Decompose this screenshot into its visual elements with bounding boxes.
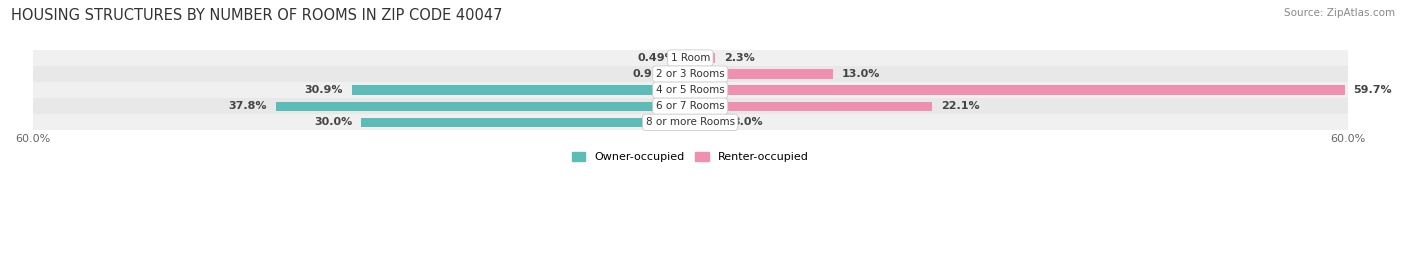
Text: HOUSING STRUCTURES BY NUMBER OF ROOMS IN ZIP CODE 40047: HOUSING STRUCTURES BY NUMBER OF ROOMS IN…	[11, 8, 503, 23]
Bar	[361, 118, 690, 127]
Text: 37.8%: 37.8%	[229, 101, 267, 111]
Bar	[690, 69, 832, 79]
Text: 0.49%: 0.49%	[637, 53, 676, 63]
Bar	[690, 118, 723, 127]
Bar	[32, 50, 1348, 66]
Bar	[32, 98, 1348, 114]
Text: 3.0%: 3.0%	[733, 117, 762, 127]
Text: 1 Room: 1 Room	[671, 53, 710, 63]
Text: 8 or more Rooms: 8 or more Rooms	[645, 117, 735, 127]
Text: 59.7%: 59.7%	[1354, 85, 1392, 95]
Bar	[690, 102, 932, 111]
Bar	[681, 69, 690, 79]
Bar	[690, 86, 1344, 95]
Bar	[690, 53, 716, 63]
Bar	[685, 53, 690, 63]
Text: 2 or 3 Rooms: 2 or 3 Rooms	[655, 69, 724, 79]
Text: Source: ZipAtlas.com: Source: ZipAtlas.com	[1284, 8, 1395, 18]
Text: 4 or 5 Rooms: 4 or 5 Rooms	[655, 85, 724, 95]
Bar	[32, 82, 1348, 98]
Legend: Owner-occupied, Renter-occupied: Owner-occupied, Renter-occupied	[568, 148, 813, 167]
Bar	[32, 114, 1348, 130]
Bar	[32, 66, 1348, 82]
Bar	[276, 102, 690, 111]
Text: 30.0%: 30.0%	[315, 117, 353, 127]
Text: 22.1%: 22.1%	[941, 101, 980, 111]
Bar	[352, 86, 690, 95]
Text: 30.9%: 30.9%	[304, 85, 343, 95]
Text: 0.91%: 0.91%	[633, 69, 672, 79]
Text: 13.0%: 13.0%	[841, 69, 880, 79]
Text: 6 or 7 Rooms: 6 or 7 Rooms	[655, 101, 724, 111]
Text: 2.3%: 2.3%	[724, 53, 755, 63]
